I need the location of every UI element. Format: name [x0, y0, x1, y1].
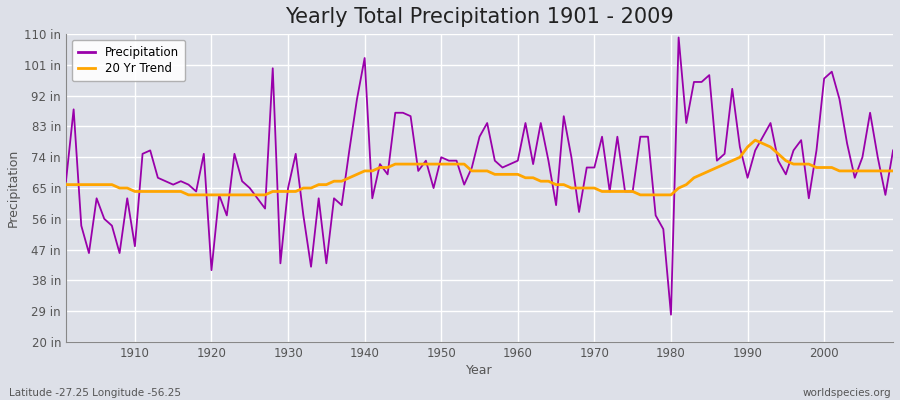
X-axis label: Year: Year — [466, 364, 493, 377]
Line: 20 Yr Trend: 20 Yr Trend — [66, 140, 893, 195]
Line: Precipitation: Precipitation — [66, 38, 893, 315]
Title: Yearly Total Precipitation 1901 - 2009: Yearly Total Precipitation 1901 - 2009 — [285, 7, 674, 27]
Precipitation — [122, 196, 132, 201]
Legend: Precipitation, 20 Yr Trend: Precipitation, 20 Yr Trend — [72, 40, 185, 81]
Y-axis label: Precipitation: Precipitation — [7, 149, 20, 227]
20 Yr Trend — [520, 175, 531, 180]
Precipitation — [666, 312, 677, 317]
20 Yr Trend — [344, 175, 355, 180]
20 Yr Trend — [512, 172, 523, 177]
20 Yr Trend — [750, 138, 760, 142]
20 Yr Trend — [122, 186, 132, 190]
Precipitation — [60, 179, 71, 184]
20 Yr Trend — [612, 189, 623, 194]
20 Yr Trend — [60, 182, 71, 187]
Text: Latitude -27.25 Longitude -56.25: Latitude -27.25 Longitude -56.25 — [9, 388, 181, 398]
Precipitation — [604, 189, 615, 194]
Text: worldspecies.org: worldspecies.org — [803, 388, 891, 398]
20 Yr Trend — [887, 168, 898, 173]
20 Yr Trend — [183, 192, 194, 197]
20 Yr Trend — [298, 186, 309, 190]
Precipitation — [673, 35, 684, 40]
Precipitation — [291, 152, 302, 156]
Precipitation — [887, 148, 898, 153]
Precipitation — [512, 158, 523, 163]
Precipitation — [337, 203, 347, 208]
Precipitation — [505, 162, 516, 166]
